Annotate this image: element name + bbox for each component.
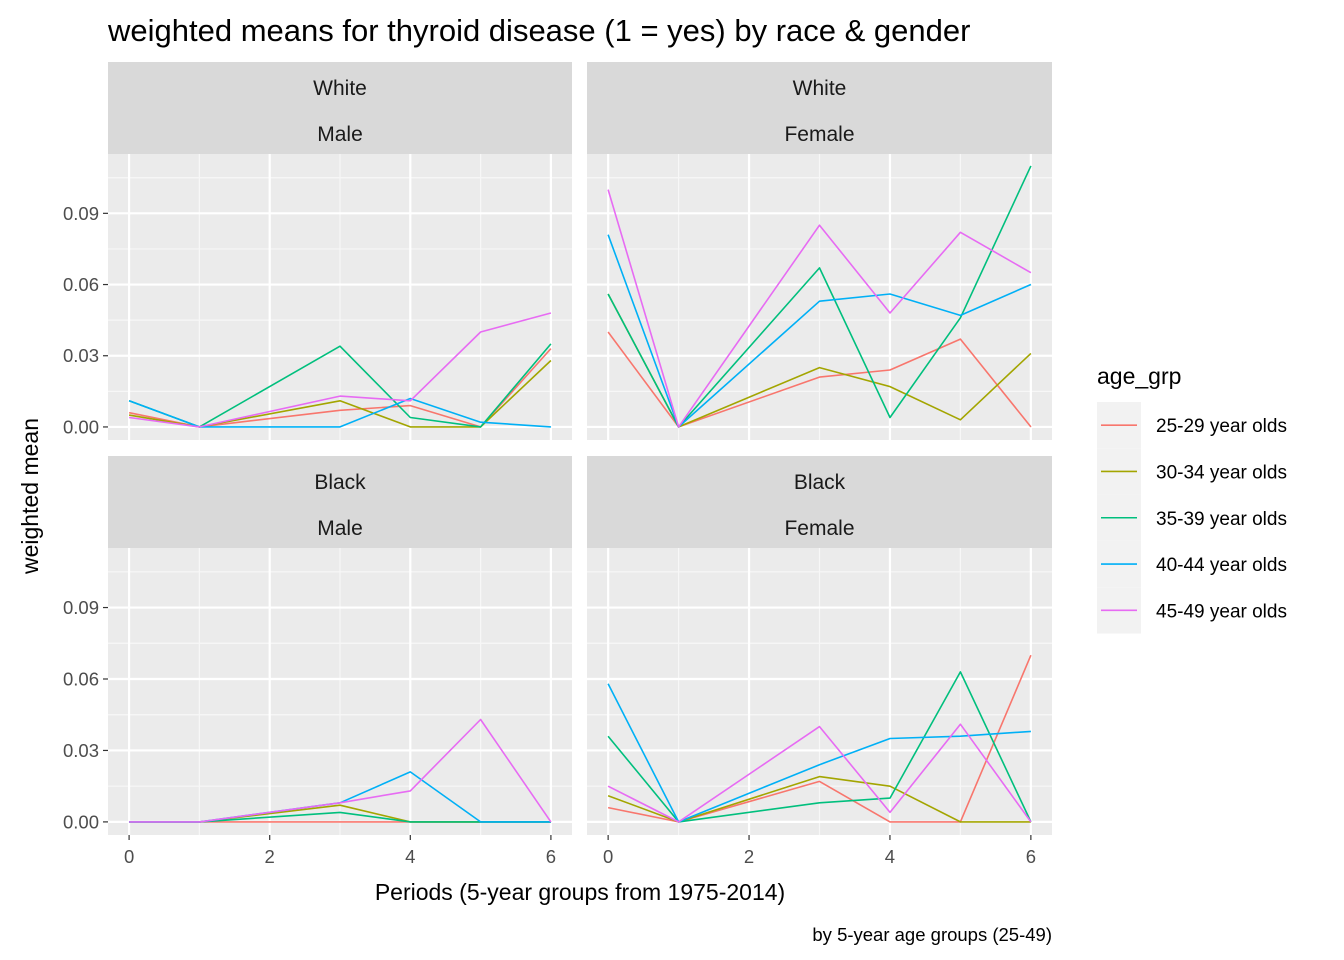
legend-item: 30-34 year olds — [1097, 448, 1287, 495]
chart-title: weighted means for thyroid disease (1 = … — [107, 13, 970, 48]
facet-strip — [587, 456, 1052, 548]
y-tick-label: 0.06 — [63, 668, 99, 689]
legend-item: 35-39 year olds — [1097, 494, 1287, 541]
x-tick-label: 6 — [1026, 846, 1036, 867]
strip-label-gender: Male — [317, 517, 363, 540]
facet-panels: WhiteMale0.000.030.060.09WhiteFemaleBlac… — [63, 62, 1052, 867]
series-line-2 — [607, 775, 1031, 823]
legend-item: 25-29 year olds — [1097, 402, 1287, 449]
strip-label-race: White — [793, 77, 847, 100]
legend-label: 35-39 year olds — [1156, 509, 1287, 530]
legend-label: 25-29 year olds — [1156, 416, 1287, 437]
strip-label-race: Black — [794, 471, 846, 494]
series-line-1 — [607, 331, 1032, 428]
series-line-4 — [607, 234, 1032, 428]
legend-title: age_grp — [1097, 363, 1181, 389]
y-tick-label: 0.00 — [63, 811, 99, 832]
x-axis-title: Periods (5-year groups from 1975-2014) — [375, 879, 785, 905]
series-line-4 — [128, 397, 551, 428]
facet-strip — [108, 62, 572, 154]
series-line-3 — [607, 671, 1032, 823]
facet-strip — [108, 456, 572, 548]
series-line-5 — [128, 312, 552, 428]
series-line-3 — [607, 165, 1032, 428]
facet-strip — [587, 62, 1052, 154]
y-tick-label: 0.09 — [63, 597, 99, 618]
legend-item: 45-49 year olds — [1097, 587, 1287, 634]
facet-panel-black-female: Black Female 0 2 4 6 — [587, 456, 1052, 867]
strip-label-gender: Female — [784, 123, 854, 146]
y-tick-label: 0.09 — [63, 203, 99, 224]
series-line-5 — [607, 723, 1032, 823]
legend-label: 40-44 year olds — [1156, 555, 1287, 576]
strip-label-gender: Female — [784, 517, 854, 540]
x-tick-label: 2 — [265, 846, 275, 867]
legend: age_grp 25-29 year olds 30-34 year olds 35… — [1097, 363, 1287, 634]
series-line-1 — [607, 654, 1032, 823]
y-axis-title: weighted mean — [17, 418, 43, 575]
x-tick-label: 4 — [405, 846, 415, 867]
series-line-4 — [607, 683, 1031, 823]
y-tick-label: 0.03 — [63, 345, 99, 366]
x-tick-label: 6 — [546, 846, 556, 867]
strip-label-race: White — [313, 77, 367, 100]
facet-panel-white-male: White Male 0.00 0.03 0.06 0.09 — [63, 62, 572, 440]
x-tick-label: 0 — [603, 846, 613, 867]
series-line-5 — [607, 189, 1032, 428]
series-line-5 — [129, 718, 552, 823]
x-tick-label: 4 — [885, 846, 895, 867]
y-tick-label: 0.00 — [63, 416, 99, 437]
y-tick-label: 0.03 — [63, 740, 99, 761]
strip-label-race: Black — [314, 471, 366, 494]
x-tick-label: 0 — [124, 846, 134, 867]
legend-label: 30-34 year olds — [1156, 462, 1287, 483]
legend-label: 45-49 year olds — [1156, 601, 1287, 622]
facet-panel-white-female: White Female — [587, 62, 1052, 440]
strip-label-gender: Male — [317, 123, 363, 146]
chart-caption: by 5-year age groups (25-49) — [812, 924, 1052, 945]
x-tick-label: 2 — [744, 846, 754, 867]
facet-panel-black-male: Black Male 0.00 0.03 0.06 0.09 0 2 4 6 — [63, 456, 572, 867]
y-tick-label: 0.06 — [63, 274, 99, 295]
legend-item: 40-44 year olds — [1097, 540, 1287, 588]
